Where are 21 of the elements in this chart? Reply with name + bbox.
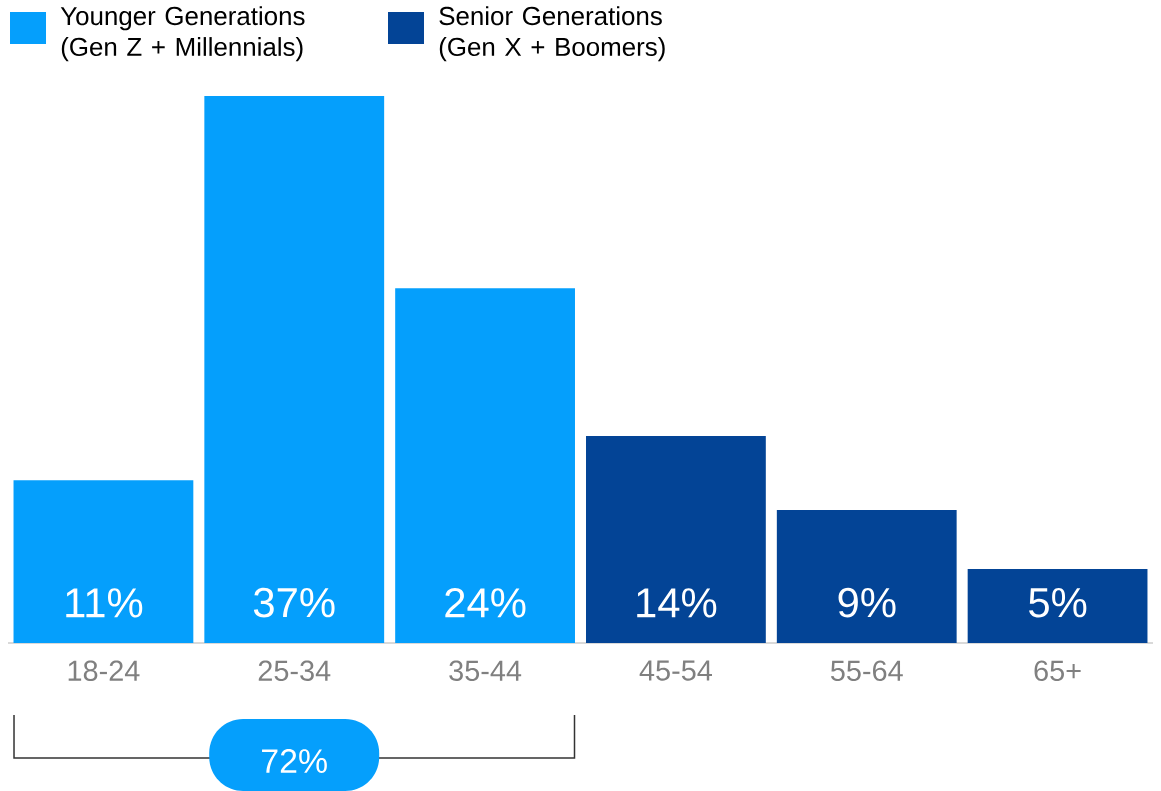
text: 72% (262, 749, 327, 773)
data-label: 24% (445, 588, 526, 618)
x-tick-label: 35-44 (449, 660, 522, 681)
bar (967, 569, 1148, 643)
data-label: 5% (1029, 588, 1087, 618)
bar (395, 288, 575, 643)
x-tick-label: 65+ (1034, 660, 1081, 681)
bar (776, 509, 957, 643)
data-label: 11% (66, 588, 143, 618)
bar (586, 436, 766, 643)
x-tick-label: 18-24 (68, 660, 140, 681)
x-tick-label: 45-54 (639, 660, 712, 681)
data-label: 14% (637, 588, 717, 618)
data-label: 37% (253, 587, 335, 618)
bar (13, 480, 194, 643)
x-tick-label: 25-34 (258, 660, 331, 681)
x-tick-label: 55-64 (830, 660, 903, 681)
data-label: 9% (838, 587, 896, 618)
bar (204, 95, 385, 643)
legend-label: Younger Generations (Gen Z + Millennials) (60, 6, 305, 62)
legend-label: Senior Generations (Gen X + Boomers) (439, 6, 665, 62)
